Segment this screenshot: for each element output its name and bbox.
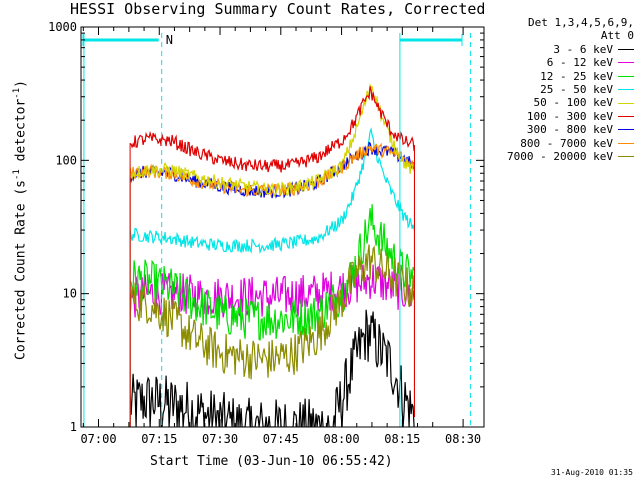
y-tick-label-3: 1000 — [48, 20, 77, 34]
x-tick-label-6: 08:30 — [445, 432, 481, 446]
legend-label-5: 100 - 300 keV — [526, 109, 613, 123]
series-line-8 — [129, 244, 415, 380]
y-axis-label: Corrected Count Rate (s-1 detector-1) — [12, 80, 29, 360]
series-line-2 — [129, 204, 415, 341]
legend-swatch-1 — [618, 62, 634, 64]
x-tick-label-4: 08:00 — [324, 432, 360, 446]
legend-header-2: Att 0 — [600, 29, 634, 43]
y-tick-label-0: 1 — [70, 420, 77, 434]
legend-item-1: 6 - 12 keV — [507, 56, 634, 69]
legend-item-4: 50 - 100 keV — [507, 96, 634, 109]
series-line-0 — [129, 309, 415, 427]
x-tick-label-3: 07:45 — [263, 432, 299, 446]
legend-label-3: 25 - 50 keV — [540, 83, 613, 97]
legend-label-0: 3 - 6 keV — [553, 42, 613, 56]
ticks-layer: 07:00 07:15 07:30 07:45 08:00 08:15 08:30 1 10 10… — [48, 20, 484, 446]
legend: Det 1,3,4,5,6,9, Att 0 3 - 6 keV 6 - 12 k… — [507, 16, 634, 163]
legend-item-7: 800 - 7000 keV — [507, 137, 634, 150]
footer-date: 31-Aug-2010 01:35 — [551, 468, 633, 477]
series-line-5 — [129, 86, 415, 173]
legend-item-3: 25 - 50 keV — [507, 83, 634, 96]
x-tick-label-0: 07:00 — [80, 432, 116, 446]
legend-label-6: 300 - 800 keV — [526, 123, 613, 137]
legend-swatch-5 — [618, 116, 634, 118]
flags-layer: N — [82, 33, 463, 47]
series-line-7 — [129, 142, 415, 198]
legend-label-2: 12 - 25 keV — [540, 69, 613, 83]
legend-swatch-7 — [618, 142, 634, 144]
x-tick-label-1: 07:15 — [141, 432, 177, 446]
legend-swatch-8 — [618, 156, 634, 158]
legend-item-0: 3 - 6 keV — [507, 43, 634, 56]
y-tick-label-1: 10 — [63, 287, 77, 301]
x-tick-label-5: 08:15 — [384, 432, 420, 446]
legend-label-8: 7000 - 20000 keV — [507, 150, 613, 164]
x-tick-label-2: 07:30 — [202, 432, 238, 446]
series-layer — [129, 83, 415, 427]
legend-swatch-2 — [618, 75, 634, 77]
chart-title: HESSI Observing Summary Count Rates, Cor… — [70, 0, 486, 18]
legend-label-1: 6 - 12 keV — [546, 56, 613, 70]
flag-label-0: N — [166, 33, 173, 47]
legend-item-8: 7000 - 20000 keV — [507, 150, 634, 163]
series-5 — [129, 86, 415, 427]
legend-label-7: 800 - 7000 keV — [520, 136, 613, 150]
vertical-markers — [83, 33, 471, 427]
legend-swatch-3 — [618, 89, 634, 91]
legend-swatch-0 — [618, 49, 634, 51]
legend-label-4: 50 - 100 keV — [533, 96, 613, 110]
series-line-4 — [129, 83, 415, 198]
legend-header-1: Det 1,3,4,5,6,9, — [528, 16, 634, 29]
legend-item-6: 300 - 800 keV — [507, 123, 634, 136]
series-3 — [129, 127, 415, 427]
legend-swatch-6 — [618, 129, 634, 131]
plot-frame — [80, 26, 485, 428]
x-axis-label: Start Time (03-Jun-10 06:55:42) — [150, 454, 393, 469]
legend-item-5: 100 - 300 keV — [507, 110, 634, 123]
legend-swatch-4 — [618, 102, 634, 104]
y-tick-label-2: 100 — [55, 153, 77, 167]
legend-item-2: 12 - 25 keV — [507, 70, 634, 83]
